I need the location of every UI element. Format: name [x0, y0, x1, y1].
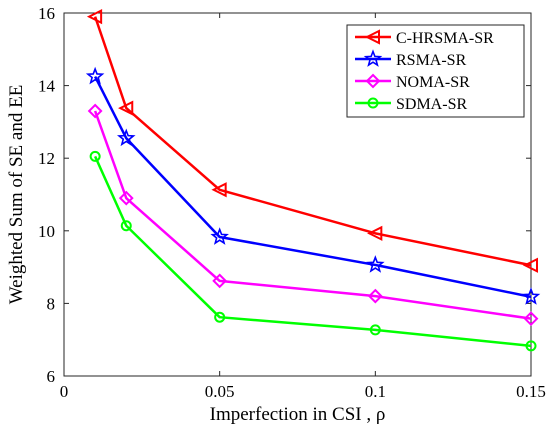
y-tick-label: 6	[47, 367, 56, 386]
legend-marker	[365, 73, 381, 89]
data-point-marker	[120, 220, 132, 232]
data-point-marker	[522, 257, 538, 273]
legend-marker	[367, 97, 379, 109]
legend-item: NOMA-SR	[355, 73, 470, 91]
y-tick-label: 8	[47, 294, 56, 313]
data-point-marker	[367, 288, 383, 304]
data-point-marker	[85, 66, 105, 85]
series-sdma-sr	[89, 150, 537, 352]
y-tick-label: 14	[38, 77, 56, 96]
legend-label: NOMA-SR	[396, 74, 470, 91]
data-point-marker	[89, 150, 101, 162]
x-tick-label: 0.15	[516, 382, 546, 401]
legend-marker	[363, 49, 383, 67]
y-axis-label: Weighted Sum of SE and EE	[6, 85, 27, 305]
data-point-marker	[210, 227, 229, 245]
y-tick-label: 12	[38, 149, 55, 168]
series-rsma-sr	[85, 66, 541, 305]
data-point-marker	[369, 324, 381, 336]
x-tick-label: 0.05	[205, 382, 235, 401]
series-line	[93, 155, 532, 348]
x-axis-label: Imperfection in CSI , ρ	[210, 404, 386, 425]
x-tick-label: 0	[60, 382, 69, 401]
data-point-marker	[118, 100, 134, 116]
data-point-marker	[214, 311, 226, 323]
data-point-marker	[367, 225, 383, 241]
legend: C-HRSMA-SR RSMA-SR NOMA-SR SDMA-SR	[346, 24, 525, 118]
y-tick-label: 16	[38, 4, 55, 23]
series-line	[93, 16, 532, 267]
series-noma-sr	[87, 103, 539, 327]
plot-area-frame	[63, 12, 532, 377]
data-point-marker	[212, 273, 228, 289]
legend-item: RSMA-SR	[355, 49, 467, 69]
series-c-hrsma-sr	[86, 9, 538, 273]
data-point-marker	[211, 182, 227, 198]
legend-marker	[364, 29, 380, 45]
data-point-marker	[116, 128, 136, 147]
series-line	[93, 110, 532, 320]
axis-ticks: 0 0.05 0.1 0.15 6 8 10 12 14 16	[38, 4, 546, 401]
data-point-marker	[523, 311, 539, 327]
data-point-marker	[366, 255, 385, 273]
legend-item: C-HRSMA-SR	[355, 29, 494, 47]
x-tick-label: 0.1	[365, 382, 386, 401]
data-point-marker	[118, 190, 134, 206]
data-point-marker	[86, 9, 103, 25]
legend-label: C-HRSMA-SR	[396, 30, 494, 47]
series-line	[94, 75, 532, 299]
legend-label: SDMA-SR	[396, 96, 467, 113]
data-point-marker	[525, 340, 537, 352]
legend-label: RSMA-SR	[396, 52, 467, 69]
y-tick-label: 10	[38, 222, 55, 241]
data-point-marker	[521, 287, 541, 305]
legend-item: SDMA-SR	[355, 96, 467, 113]
series-layer	[85, 9, 541, 352]
data-point-marker	[87, 103, 103, 119]
